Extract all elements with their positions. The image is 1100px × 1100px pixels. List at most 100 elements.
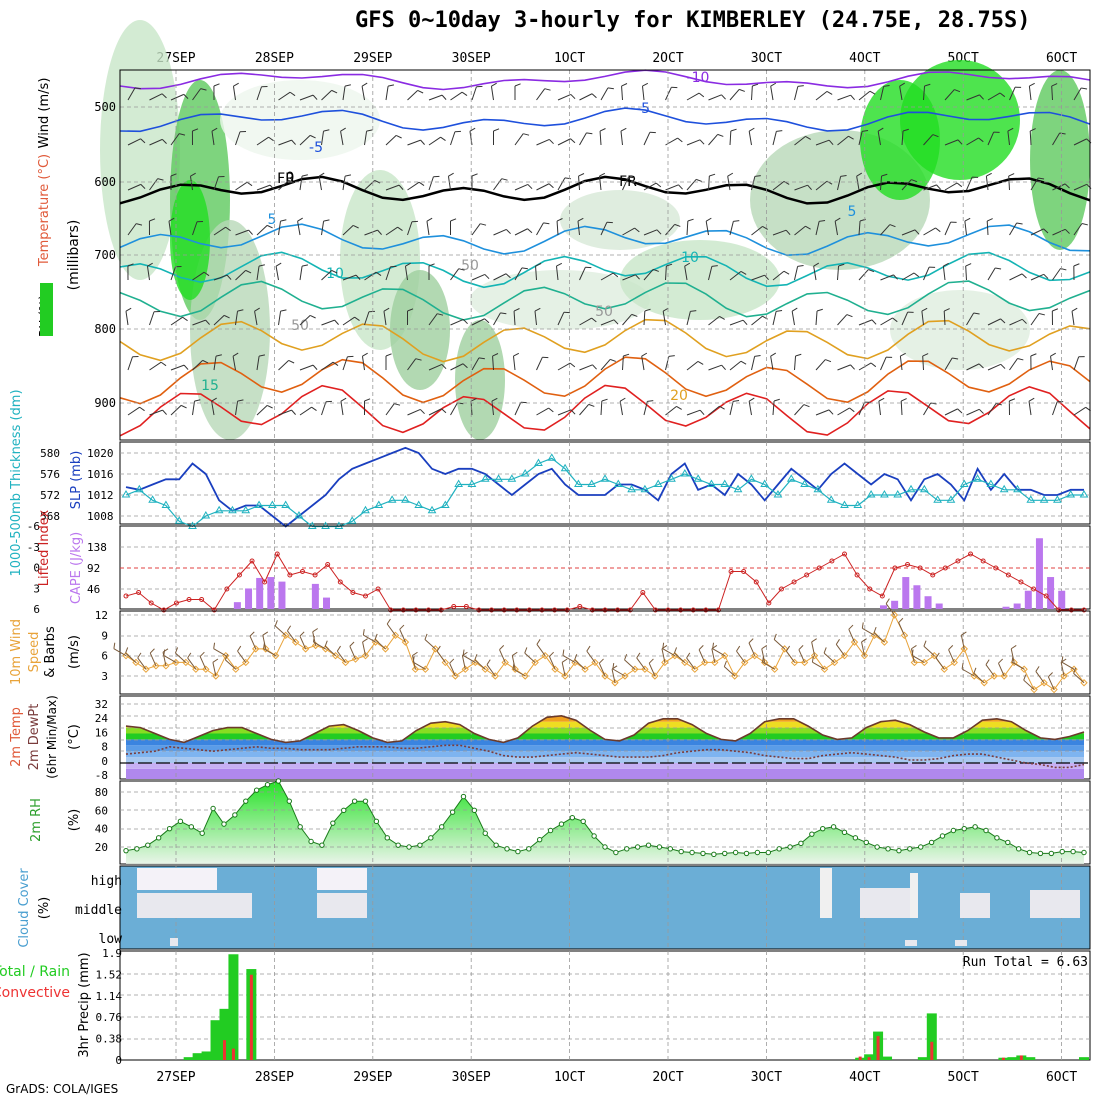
rh-point xyxy=(547,827,554,834)
wind-barb xyxy=(256,405,268,416)
wind-barb-flag xyxy=(878,397,885,402)
wind-speed-point xyxy=(900,631,909,640)
rh-shading xyxy=(190,220,270,440)
wind-barb-flag xyxy=(513,308,520,312)
surface-wind-barb xyxy=(923,645,935,657)
wind-barb xyxy=(256,266,260,281)
surface-wind-barb xyxy=(486,664,496,677)
li-point xyxy=(363,593,368,599)
rh-point xyxy=(863,839,869,846)
wind-barb xyxy=(256,184,271,191)
wind-barb xyxy=(428,313,438,326)
wind-barb-flag xyxy=(846,314,853,318)
wind-barb-flag xyxy=(1000,318,1006,324)
wind-barb-flag xyxy=(719,405,725,410)
li-point xyxy=(842,551,847,557)
wind-barb-flag xyxy=(323,129,330,132)
wind-barb xyxy=(751,176,756,191)
wind-barb-flag xyxy=(805,225,811,230)
wind-barb xyxy=(880,356,887,371)
surface-wind-barb xyxy=(861,641,865,656)
thickness-point xyxy=(640,484,650,493)
thickness-point xyxy=(201,511,211,519)
surface-wind-barb xyxy=(1060,662,1065,677)
thickness-point xyxy=(893,490,903,498)
surface-wind-barb-flag xyxy=(249,631,255,637)
temp-bands xyxy=(126,715,1084,779)
wind-barb-flag xyxy=(776,309,783,312)
isotherm-line xyxy=(119,356,1091,405)
wind-label-3: & Barbs xyxy=(43,626,58,678)
run-total-label: Run Total = 6.63 xyxy=(963,955,1088,970)
cape-bar xyxy=(323,597,331,609)
wind-barb-flag xyxy=(205,319,210,325)
surface-wind-barb-flag xyxy=(998,658,1004,664)
cape-bar xyxy=(1058,590,1066,609)
surface-wind-barb-flag xyxy=(412,656,415,663)
surface-wind-barb-flag xyxy=(1011,656,1014,663)
wind-speed-point xyxy=(1080,679,1088,687)
surface-wind-barb xyxy=(586,650,596,663)
wind-barb-flag xyxy=(773,398,780,402)
wind-barb-flag xyxy=(676,405,682,410)
surface-wind-barb xyxy=(512,668,526,677)
surface-wind-barb-flag xyxy=(636,652,641,659)
wind-barb-flag xyxy=(569,362,576,368)
li-point xyxy=(438,607,444,613)
wind-barb-flag xyxy=(194,399,201,402)
wind-barb-flag xyxy=(535,263,542,267)
wind-barb-flag xyxy=(699,139,705,145)
surface-wind-barb xyxy=(748,642,756,656)
wind-barb-flag xyxy=(383,307,390,312)
surface-wind-barb xyxy=(711,648,716,663)
wind-speed-point xyxy=(232,665,240,673)
rh-point xyxy=(798,840,804,847)
wind-barb xyxy=(901,131,904,146)
wind-barb-flag xyxy=(695,178,702,182)
li-point xyxy=(640,590,646,595)
rh-tick-label: 60 xyxy=(95,804,108,817)
wind-barb-flag xyxy=(297,217,303,222)
surface-wind-barb xyxy=(761,648,766,663)
wind-barb-flag xyxy=(237,309,244,312)
wind-barb-flag xyxy=(374,179,381,184)
wind-barb-flag xyxy=(834,217,841,222)
wind-barb xyxy=(923,134,934,146)
wind-barb xyxy=(278,311,282,326)
wind-barb xyxy=(125,311,129,326)
cloud-patch xyxy=(170,938,178,946)
wind-barb xyxy=(428,408,442,416)
wind-barb-flag xyxy=(805,135,811,140)
li-point xyxy=(451,604,457,609)
wind-barb xyxy=(837,266,840,281)
wind-speed-point xyxy=(252,645,260,653)
wind-barb-flag xyxy=(797,264,804,267)
rh-area xyxy=(126,781,1084,864)
surface-wind-barb-flag xyxy=(885,598,890,604)
wind-barb xyxy=(815,90,828,101)
wind-barb xyxy=(469,131,473,146)
cape-axis-label: CAPE (J/kg) xyxy=(69,532,84,604)
wind-speed-point xyxy=(441,658,450,667)
wind-barb-flag xyxy=(570,138,576,144)
surface-wind-barb-flag xyxy=(312,635,315,642)
thickness-point xyxy=(707,479,716,487)
wind-barb-flag xyxy=(501,178,508,181)
date-label-bottom: 4OCT xyxy=(849,1070,880,1085)
wind-barb xyxy=(987,92,1001,101)
surface-wind-barb-flag xyxy=(137,652,142,659)
wind-barb xyxy=(450,318,464,326)
surface-wind-barb-flag xyxy=(162,648,169,653)
wind-barb-flag xyxy=(1073,263,1080,267)
rh-point xyxy=(1015,846,1022,852)
wind-barb xyxy=(923,227,936,236)
temp-tick-label: 32 xyxy=(95,698,108,711)
isotherm-label: 0 xyxy=(286,170,295,186)
rh-shading xyxy=(470,270,650,330)
surface-wind-barb-flag xyxy=(574,654,578,661)
wind-barb xyxy=(643,229,658,236)
isotherm-label: 10 xyxy=(326,266,344,282)
wind-barb xyxy=(385,86,389,101)
wind-barb xyxy=(407,358,417,371)
cape-bar xyxy=(935,603,943,609)
